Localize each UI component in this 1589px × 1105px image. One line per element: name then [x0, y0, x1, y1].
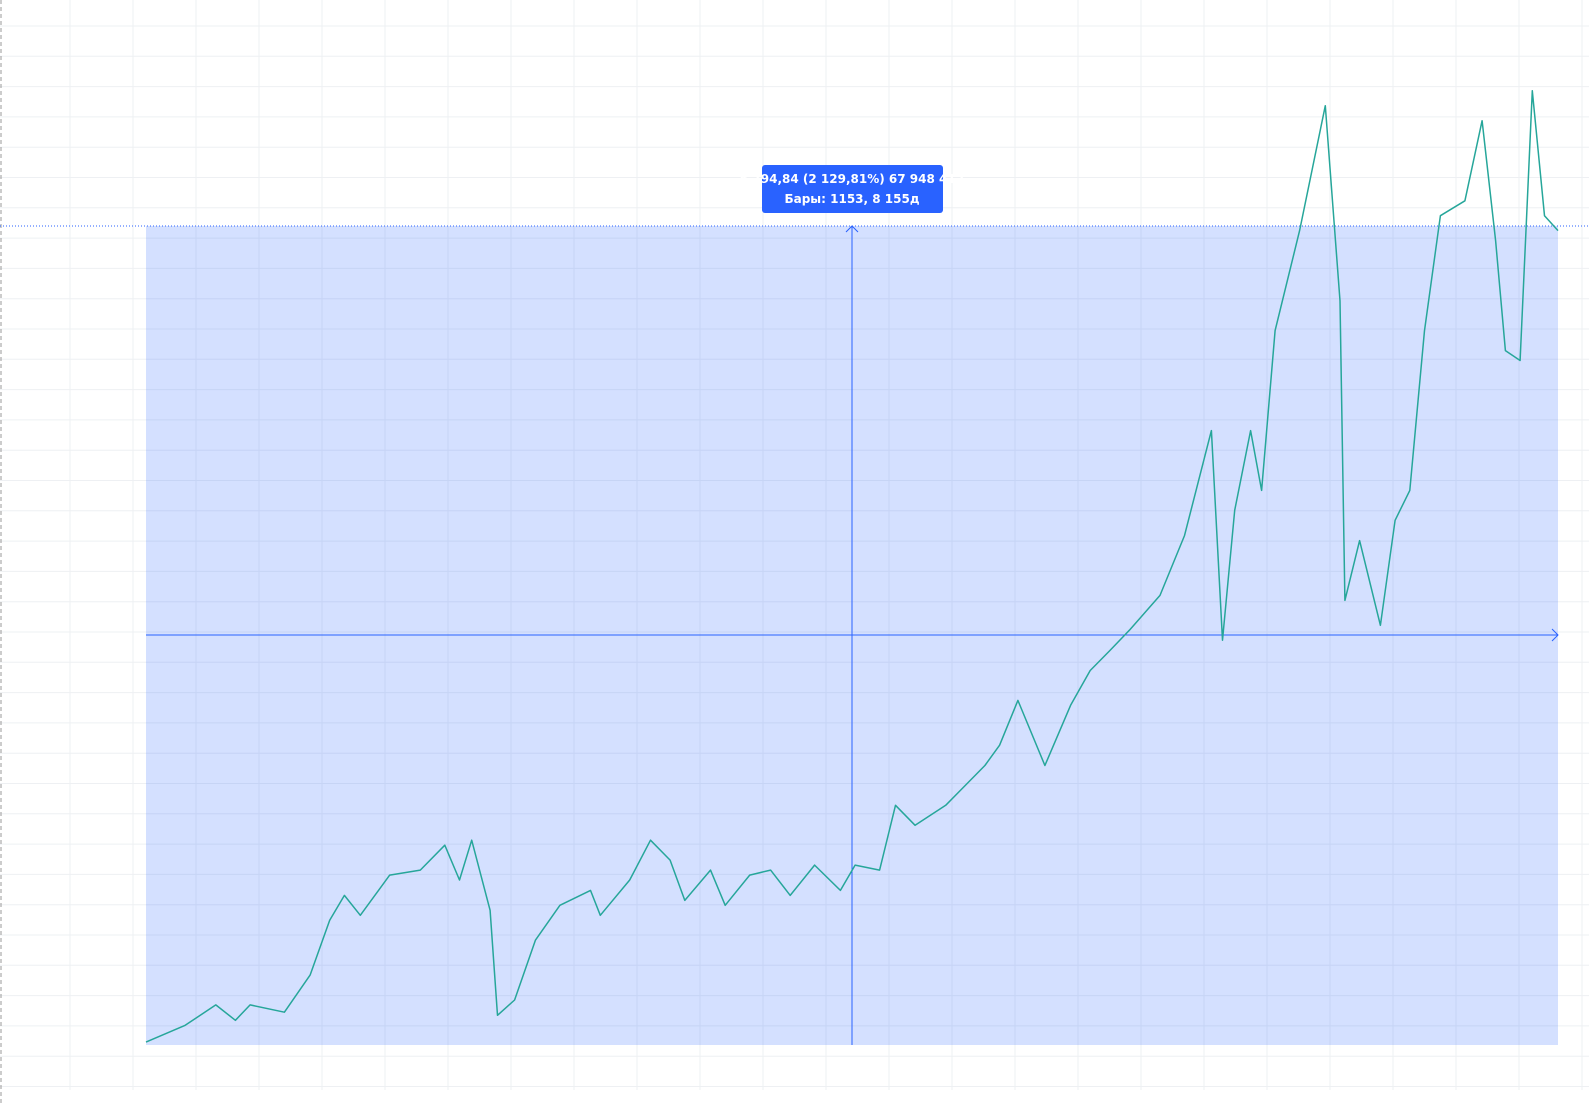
- measure-label: [762, 165, 943, 213]
- measure-text: 6 794,84 (2 129,81%) 67 948 412: [740, 172, 964, 186]
- arrow-right: [1551, 628, 1559, 642]
- plot: [145, 90, 1559, 1043]
- price-line-series: [145, 90, 1559, 1043]
- measure-bars: Бары: 1153, 8 155д: [784, 192, 919, 206]
- arrow-up: [845, 225, 859, 233]
